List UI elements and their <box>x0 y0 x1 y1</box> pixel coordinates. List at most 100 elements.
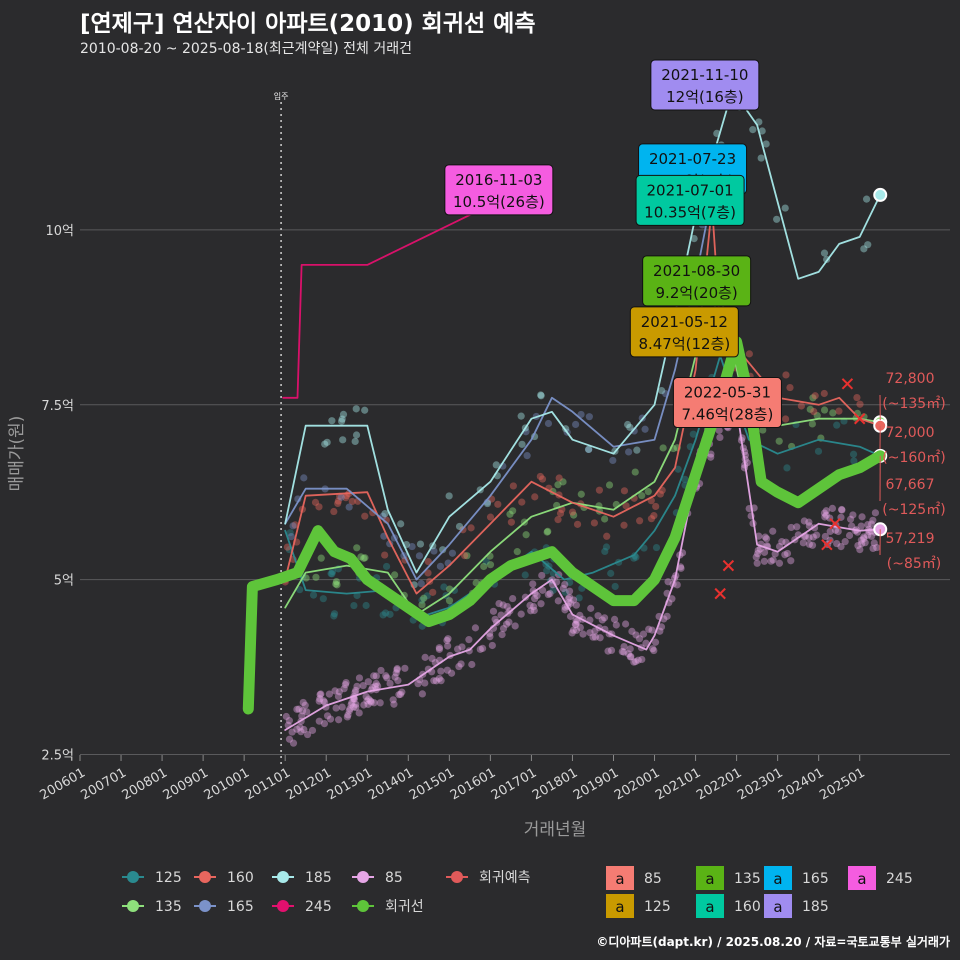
scatter-point <box>630 427 638 435</box>
scatter-point <box>626 653 635 661</box>
scatter-point <box>620 487 629 495</box>
scatter-point <box>857 536 865 544</box>
scatter-point <box>334 716 343 724</box>
legend-box-label: 135 <box>734 871 761 887</box>
scatter-point <box>778 538 786 546</box>
scatter-point <box>800 517 808 525</box>
scatter-point <box>554 516 562 524</box>
callout-value: 12억(16층) <box>666 88 743 106</box>
legend-box-glyph: a <box>615 898 624 916</box>
labels: 입주2021-11-1012억(16층)2021-07-2310.8억(6층)2… <box>274 59 946 572</box>
scatter-point <box>620 642 628 651</box>
scatter-point <box>381 551 389 559</box>
scatter-point <box>834 527 842 536</box>
scatter-point <box>650 512 658 520</box>
scatter-point <box>370 672 378 680</box>
legend-line-label: 회귀선 <box>385 899 424 915</box>
callout-value: 7.46억(28층) <box>682 406 774 424</box>
scatter-point <box>673 581 681 589</box>
x-axis-label: 거래년월 <box>524 820 587 840</box>
scatter-point <box>364 700 372 708</box>
legend-line-item: 160 <box>194 870 254 886</box>
scatter-point <box>317 554 325 562</box>
x-tick-label: 201301 <box>325 765 375 803</box>
scatter-point <box>332 577 341 586</box>
scatter-point <box>319 697 328 705</box>
scatter-point <box>758 127 766 135</box>
scatter-point <box>589 633 597 641</box>
scatter-point <box>352 703 360 712</box>
scatter-point <box>326 715 335 723</box>
legend-box-swatch <box>606 866 634 890</box>
chart-title: [연제구] 연산자이 아파트(2010) 회귀선 예측 <box>80 11 536 37</box>
scatter-point <box>642 639 650 647</box>
scatter-point <box>575 594 583 602</box>
scatter-point <box>303 730 312 739</box>
scatter-point <box>460 552 469 560</box>
scatter-point <box>506 510 514 518</box>
scatter-point <box>321 698 329 706</box>
scatter-point <box>858 540 866 548</box>
scatter-point <box>502 620 511 628</box>
x-tick-label: 200601 <box>38 765 88 803</box>
legend-box-item: a 185 <box>764 894 829 918</box>
legend-line-label: 125 <box>155 870 182 886</box>
scatter-point <box>749 126 757 134</box>
scatter-point <box>870 539 878 547</box>
scatter-point <box>531 595 539 603</box>
scatter-point <box>549 586 557 594</box>
scatter-point <box>503 602 511 611</box>
scatter-point <box>754 546 762 554</box>
scatter-point <box>414 680 422 688</box>
x-tick-label: 202401 <box>776 765 826 803</box>
scatter-point <box>627 652 635 661</box>
legend-line-item: 125 <box>122 870 182 886</box>
scatter-point <box>288 728 296 736</box>
scatter-point <box>486 561 495 569</box>
scatter-point <box>652 502 660 511</box>
scatter-point <box>531 493 539 501</box>
legend-box-swatch <box>606 894 634 918</box>
legend-line-item: 회귀선 <box>352 899 424 915</box>
scatter-point <box>317 690 325 698</box>
scatter-point <box>576 623 584 632</box>
scatter-point <box>319 595 327 603</box>
scatter-point <box>656 627 664 635</box>
legend-box-glyph: a <box>857 870 866 888</box>
scatter-point <box>860 535 868 543</box>
scatter-point <box>315 697 323 705</box>
x-tick-label: 201401 <box>366 765 416 803</box>
scatter-point <box>332 580 340 588</box>
scatter-point <box>323 438 331 446</box>
scatter-point <box>368 683 377 692</box>
series-line-85 <box>284 406 882 731</box>
scatter-point <box>444 635 452 643</box>
scatter-point <box>436 562 445 570</box>
scatter-point <box>517 610 525 618</box>
scatter-point <box>347 701 355 709</box>
scatter-point <box>293 725 301 733</box>
scatter-point <box>860 533 868 541</box>
scatter-point <box>573 617 581 625</box>
scatter-point <box>355 709 363 717</box>
scatter-point <box>620 648 628 656</box>
scatter-point <box>362 692 370 701</box>
callout-box <box>650 59 760 111</box>
scatter-point <box>631 552 639 560</box>
scatter-point <box>455 522 464 531</box>
scatter-point <box>544 419 553 428</box>
legend-box-item: a 85 <box>606 866 662 890</box>
scatter-point <box>595 486 604 494</box>
scatter-point <box>298 707 307 715</box>
scatter-point <box>377 666 385 675</box>
prediction-marker <box>841 378 854 390</box>
prediction-value: 72,000 <box>886 425 935 441</box>
scatter-point <box>529 580 537 588</box>
scatter-point <box>454 645 462 653</box>
scatter-point <box>348 497 356 506</box>
scatter-point <box>745 350 753 358</box>
scatter-point <box>762 140 770 148</box>
scatter-point <box>421 653 429 661</box>
scatter-point <box>396 690 405 698</box>
scatter-point <box>566 578 574 587</box>
